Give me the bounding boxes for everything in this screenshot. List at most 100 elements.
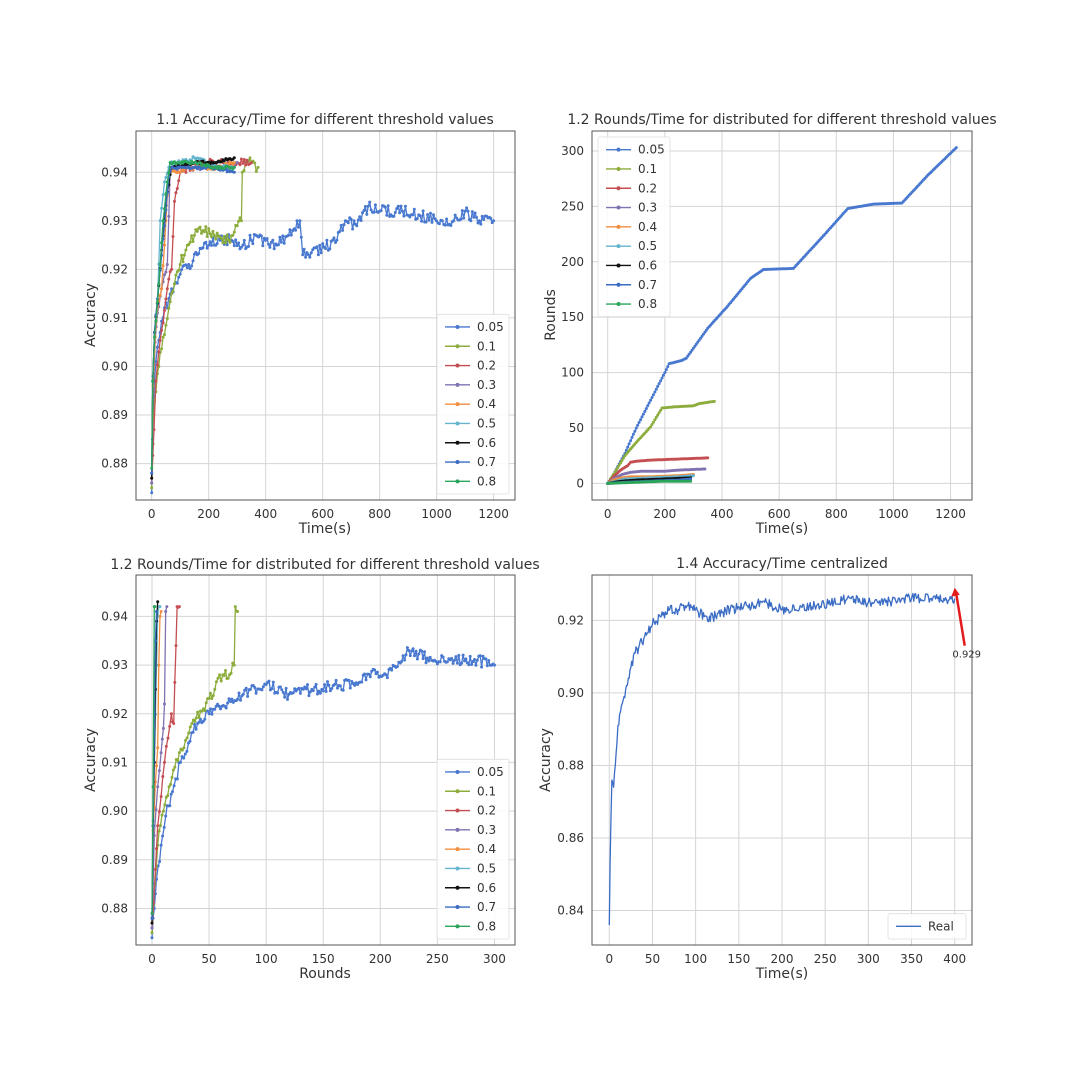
data-point [207, 243, 211, 247]
data-point [177, 275, 181, 279]
data-point [408, 654, 412, 658]
data-point [241, 692, 245, 696]
data-point [180, 253, 184, 257]
data-point [225, 233, 229, 237]
data-point [215, 242, 219, 245]
data-point [153, 868, 157, 871]
x-tick-label: 0 [148, 507, 156, 521]
data-point [151, 379, 155, 383]
data-point [180, 748, 184, 752]
data-point [470, 663, 474, 666]
data-point [413, 654, 416, 658]
y-axis-label: Accuracy [538, 728, 554, 792]
data-point [279, 240, 283, 244]
data-point [474, 663, 478, 667]
y-tick-label: 0.88 [101, 457, 128, 471]
x-tick-label: 250 [426, 952, 449, 966]
data-point [445, 217, 449, 221]
legend-box [597, 136, 671, 318]
data-point [224, 706, 228, 710]
plot-area [150, 155, 496, 495]
data-point [192, 233, 196, 237]
data-point [226, 676, 230, 680]
x-tick-label: 150 [312, 952, 335, 966]
x-tick-label: 100 [684, 952, 707, 966]
data-point [203, 709, 207, 713]
data-point [191, 240, 195, 243]
data-point [161, 775, 165, 778]
data-point [174, 273, 178, 277]
data-point [176, 759, 180, 763]
data-point [302, 247, 306, 251]
data-point [478, 654, 482, 658]
y-tick-label: 0.90 [557, 686, 584, 700]
data-point [169, 712, 173, 716]
data-point [282, 241, 286, 245]
legend-item: Real [896, 919, 954, 933]
legend-label: 0.7 [477, 455, 496, 469]
data-point [200, 231, 203, 235]
legend-marker [616, 302, 621, 307]
y-tick-label: 0.94 [101, 609, 128, 623]
data-point [657, 411, 661, 415]
data-point [158, 860, 162, 863]
data-point [167, 214, 171, 218]
data-point [383, 205, 387, 209]
data-point [404, 653, 408, 657]
data-point [239, 157, 243, 161]
data-point [432, 213, 435, 217]
x-axis-label: Time(s) [298, 521, 351, 537]
legend-box [436, 758, 510, 940]
legend-item: 0.4 [606, 220, 657, 234]
legend-marker [455, 324, 460, 329]
data-point [289, 233, 293, 237]
data-point [277, 243, 280, 247]
data-point [415, 217, 419, 221]
data-point [185, 736, 189, 740]
series-0.3 [150, 605, 169, 930]
data-point [173, 680, 177, 684]
legend-marker [455, 421, 460, 426]
data-point [651, 420, 655, 424]
data-point [190, 264, 194, 268]
legend-label: 0.4 [477, 397, 496, 411]
data-point [248, 687, 252, 691]
series-0.05 [606, 146, 958, 485]
legend-item: 0.05 [606, 143, 665, 157]
x-tick-label: 50 [645, 952, 660, 966]
data-point [188, 162, 192, 166]
legend-item: 0.6 [445, 436, 496, 450]
legend-marker [455, 460, 460, 465]
x-tick-label: 800 [825, 507, 848, 521]
x-tick-label: 400 [711, 507, 734, 521]
data-point [160, 737, 164, 741]
legend-marker [455, 847, 460, 852]
legend-marker [616, 147, 621, 152]
data-point [161, 809, 165, 813]
data-point [461, 653, 465, 657]
data-point [170, 267, 174, 271]
data-point [315, 245, 319, 249]
legend-label: 0.3 [477, 378, 496, 392]
legend-marker [455, 363, 460, 368]
data-point [236, 610, 240, 613]
data-point [398, 211, 402, 215]
data-point [237, 241, 241, 245]
data-point [249, 238, 253, 242]
series-0.3 [606, 467, 707, 485]
data-point [227, 238, 231, 242]
x-axis-label: Rounds [299, 966, 351, 982]
axes-frame [135, 130, 516, 501]
data-point [703, 467, 707, 471]
data-point [163, 333, 166, 337]
data-point [428, 655, 432, 659]
data-point [167, 277, 171, 281]
x-tick-label: 1200 [478, 507, 509, 521]
data-point [154, 808, 158, 812]
data-point [411, 213, 415, 217]
x-tick-label: 200 [369, 952, 392, 966]
data-point [348, 686, 352, 690]
data-point [172, 784, 176, 788]
data-point [643, 409, 647, 413]
data-point [301, 687, 305, 691]
